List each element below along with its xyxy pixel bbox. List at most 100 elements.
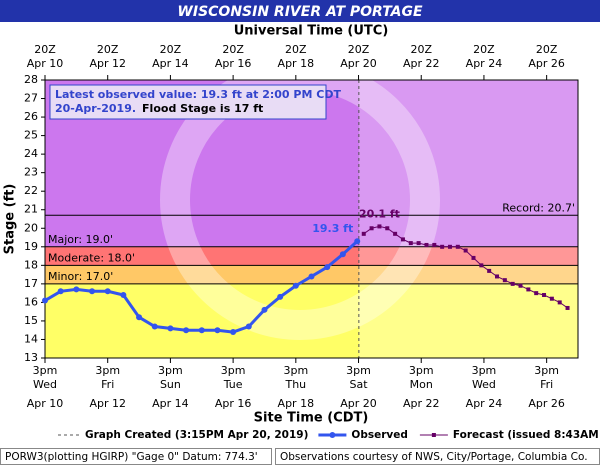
forecast-point	[361, 231, 366, 236]
x-time-label: 3pm	[158, 364, 183, 377]
observed-point	[136, 314, 143, 321]
x-date-label: Apr 20	[340, 397, 377, 410]
utc-date-label: Apr 24	[466, 57, 503, 70]
forecast-point	[518, 283, 523, 288]
utc-date-label: Apr 16	[215, 57, 252, 70]
utc-time-label: 20Z	[160, 43, 182, 56]
forecast-point	[408, 241, 413, 246]
observed-point	[354, 238, 361, 245]
forecast-point	[416, 241, 421, 246]
footer-left: PORW3(plotting HGIRP) "Gage 0" Datum: 77…	[5, 451, 258, 463]
x-day-label: Fri	[101, 378, 114, 391]
x-time-label: 3pm	[409, 364, 434, 377]
x-date-label: Apr 22	[403, 397, 440, 410]
observed-point	[73, 286, 80, 293]
utc-time-label: 20Z	[285, 43, 307, 56]
utc-date-label: Apr 22	[403, 57, 440, 70]
x-date-label: Apr 24	[466, 397, 503, 410]
forecast-point	[440, 244, 445, 249]
utc-time-label: 20Z	[222, 43, 244, 56]
x-time-label: 3pm	[346, 364, 371, 377]
x-time-label: 3pm	[283, 364, 308, 377]
value-label: 20.1 ft	[359, 207, 400, 220]
note-line: Flood Stage is 17 ft	[142, 102, 263, 115]
observed-point	[151, 323, 158, 330]
utc-time-label: 20Z	[348, 43, 370, 56]
utc-time-label: 20Z	[34, 43, 56, 56]
footer-right: Observations courtesy of NWS, City/Porta…	[280, 451, 588, 463]
utc-date-label: Apr 10	[27, 57, 64, 70]
forecast-point	[534, 291, 539, 296]
forecast-point	[447, 244, 452, 249]
observed-point	[167, 325, 174, 332]
y-tick-label: 28	[24, 73, 38, 86]
y-tick-label: 18	[24, 258, 38, 271]
y-tick-label: 21	[24, 203, 38, 216]
value-label: 19.3 ft	[312, 222, 353, 235]
forecast-point	[377, 224, 382, 229]
x-day-label: Wed	[472, 378, 496, 391]
forecast-point	[400, 237, 405, 242]
forecast-point	[455, 244, 460, 249]
observed-point	[230, 329, 237, 336]
y-tick-label: 20	[24, 221, 38, 234]
x-date-label: Apr 12	[89, 397, 126, 410]
x-day-label: Sun	[160, 378, 181, 391]
x-day-label: Thu	[284, 378, 306, 391]
y-tick-label: 17	[24, 277, 38, 290]
utc-time-label: 20Z	[536, 43, 558, 56]
forecast-point	[526, 287, 531, 292]
observed-point	[120, 291, 127, 298]
y-axis-title: Stage (ft)	[3, 184, 18, 255]
top-axis-title: Universal Time (UTC)	[234, 24, 389, 39]
observed-point	[183, 327, 190, 334]
x-day-label: Tue	[223, 378, 243, 391]
utc-time-label: 20Z	[97, 43, 119, 56]
x-day-label: Sat	[350, 378, 369, 391]
legend-label: Graph Created (3:15PM Apr 20, 2019)	[85, 429, 308, 441]
forecast-shade	[358, 80, 578, 358]
plot-frame	[44, 79, 579, 359]
forecast-point	[557, 300, 562, 305]
forecast-point	[463, 248, 468, 253]
utc-date-label: Apr 20	[340, 57, 377, 70]
forecast-point	[424, 242, 429, 247]
flood-band	[45, 246, 578, 266]
observed-point	[104, 288, 111, 295]
x-day-label: Fri	[540, 378, 553, 391]
observed-point	[292, 282, 299, 289]
y-tick-label: 13	[24, 351, 38, 364]
x-axis-title: Site Time (CDT)	[254, 411, 369, 426]
utc-date-label: Apr 18	[278, 57, 315, 70]
x-date-label: Apr 14	[152, 397, 189, 410]
forecast-point	[369, 226, 374, 231]
x-date-label: Apr 16	[215, 397, 252, 410]
observed-point	[245, 323, 252, 330]
flood-label: Major: 19.0'	[48, 233, 113, 246]
x-date-label: Apr 18	[278, 397, 315, 410]
y-tick-label: 24	[24, 147, 38, 160]
note-box	[49, 84, 327, 120]
x-day-label: Wed	[33, 378, 57, 391]
note-line: 20-Apr-2019.	[55, 102, 136, 115]
y-tick-label: 14	[24, 332, 38, 345]
title-bar	[0, 0, 600, 22]
forecast-point	[385, 226, 390, 231]
legend-label: Observed	[351, 429, 407, 441]
flood-label: Minor: 17.0'	[48, 270, 113, 283]
forecast-point	[495, 274, 500, 279]
utc-date-label: Apr 14	[152, 57, 189, 70]
utc-date-label: Apr 12	[89, 57, 126, 70]
forecast-point	[510, 281, 515, 286]
y-tick-label: 19	[24, 240, 38, 253]
y-tick-label: 27	[24, 92, 38, 105]
x-time-label: 3pm	[33, 364, 58, 377]
note-line: Latest observed value: 19.3 ft at 2:00 P…	[55, 88, 341, 101]
legend-swatch	[329, 432, 336, 438]
forecast-point	[479, 263, 484, 268]
x-date-label: Apr 26	[528, 397, 565, 410]
observed-point	[277, 293, 284, 300]
utc-time-label: 20Z	[410, 43, 432, 56]
forecast-point	[393, 231, 398, 236]
